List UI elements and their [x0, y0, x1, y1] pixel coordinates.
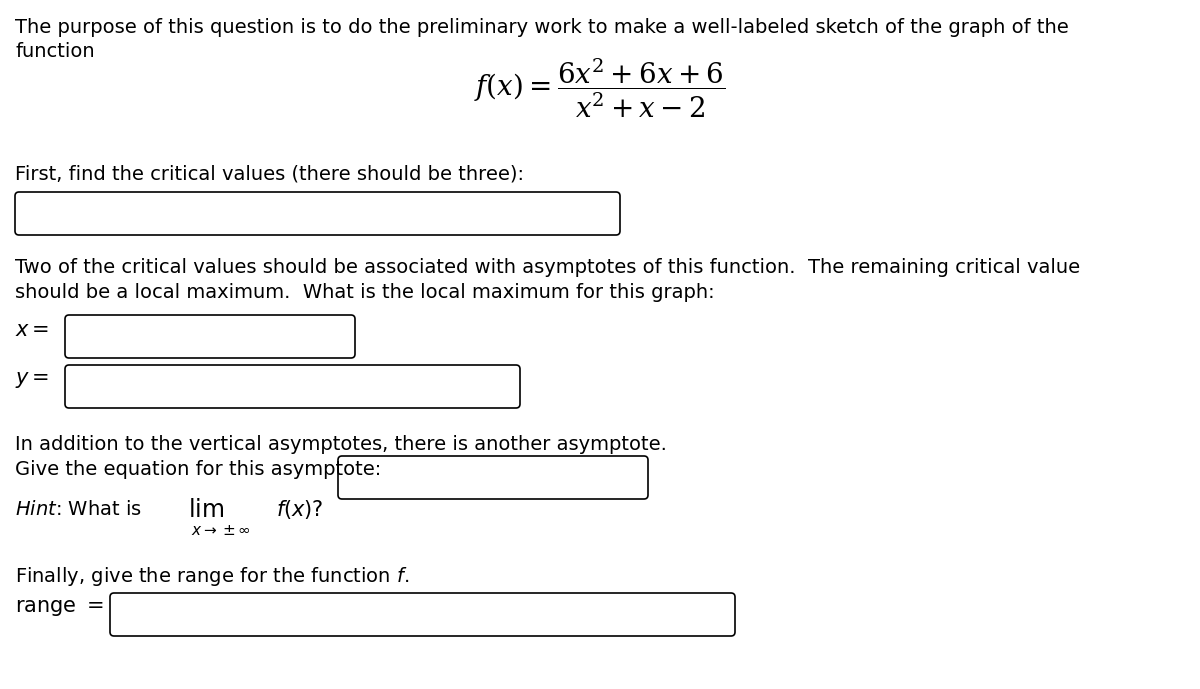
Text: range $=$: range $=$	[14, 598, 103, 618]
Text: $x =$: $x =$	[14, 320, 49, 340]
Text: First, find the critical values (there should be three):: First, find the critical values (there s…	[14, 165, 524, 184]
FancyBboxPatch shape	[110, 593, 734, 636]
Text: $f(x)$?: $f(x)$?	[276, 498, 324, 521]
Text: In addition to the vertical asymptotes, there is another asymptote.: In addition to the vertical asymptotes, …	[14, 435, 667, 454]
FancyBboxPatch shape	[14, 192, 620, 235]
Text: Two of the critical values should be associated with asymptotes of this function: Two of the critical values should be ass…	[14, 258, 1080, 277]
FancyBboxPatch shape	[338, 456, 648, 499]
Text: function: function	[14, 42, 95, 61]
Text: $\lim$: $\lim$	[188, 498, 224, 522]
Text: $\mathit{Hint}$: What is: $\mathit{Hint}$: What is	[14, 500, 142, 519]
Text: $y =$: $y =$	[14, 370, 49, 390]
Text: Finally, give the range for the function $f$.: Finally, give the range for the function…	[14, 565, 409, 588]
Text: $f(x) = \dfrac{6x^2 + 6x + 6}{x^2 + x - 2}$: $f(x) = \dfrac{6x^2 + 6x + 6}{x^2 + x - …	[474, 56, 726, 119]
FancyBboxPatch shape	[65, 315, 355, 358]
Text: $x \to \pm \infty$: $x \to \pm \infty$	[191, 523, 251, 538]
Text: The purpose of this question is to do the preliminary work to make a well-labele: The purpose of this question is to do th…	[14, 18, 1069, 37]
Text: should be a local maximum.  What is the local maximum for this graph:: should be a local maximum. What is the l…	[14, 283, 715, 302]
Text: Give the equation for this asymptote:: Give the equation for this asymptote:	[14, 460, 382, 479]
FancyBboxPatch shape	[65, 365, 520, 408]
